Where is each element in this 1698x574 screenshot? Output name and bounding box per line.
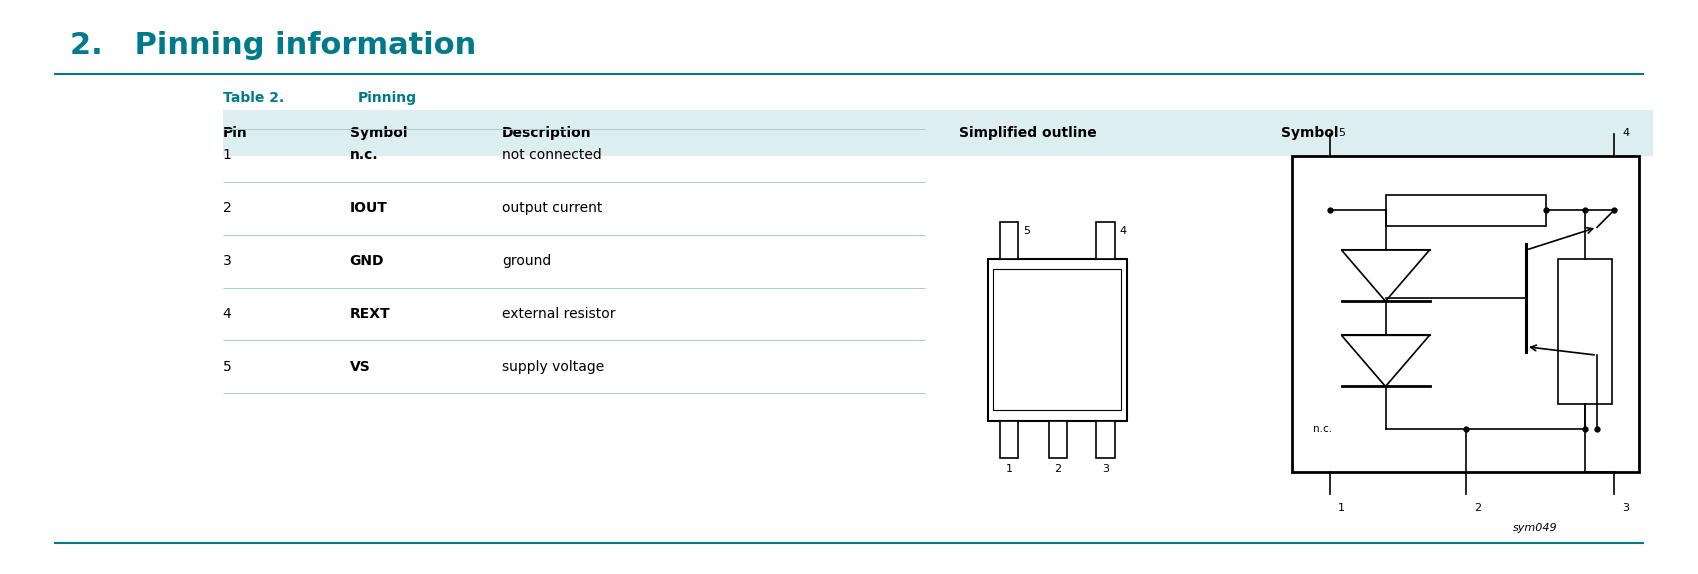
Text: 2: 2 — [1474, 503, 1481, 513]
Text: 2: 2 — [1054, 464, 1061, 474]
Text: 3: 3 — [1623, 503, 1630, 513]
Text: Simplified outline: Simplified outline — [959, 126, 1097, 140]
Text: n.c.: n.c. — [1313, 424, 1331, 434]
Text: Symbol: Symbol — [1280, 126, 1338, 140]
Text: 5: 5 — [222, 360, 231, 374]
Text: output current: output current — [503, 201, 603, 215]
Text: 1: 1 — [1338, 503, 1345, 513]
Text: 4: 4 — [1119, 226, 1127, 236]
Text: ground: ground — [503, 254, 552, 268]
Bar — [1049, 421, 1068, 457]
Text: GND: GND — [350, 254, 384, 268]
Bar — [1097, 421, 1114, 457]
Bar — [1559, 258, 1613, 404]
Text: Pinning: Pinning — [358, 91, 418, 105]
Text: not connected: not connected — [503, 149, 601, 162]
Text: 4: 4 — [1623, 128, 1630, 138]
Text: 3: 3 — [1102, 464, 1109, 474]
Text: 1: 1 — [1005, 464, 1012, 474]
Text: 5: 5 — [1024, 226, 1031, 236]
Text: 4: 4 — [222, 307, 231, 321]
Text: Pin: Pin — [222, 126, 248, 140]
Text: VS: VS — [350, 360, 370, 374]
Bar — [1097, 222, 1114, 258]
Text: Description: Description — [503, 126, 591, 140]
Bar — [1386, 195, 1547, 226]
Bar — [1000, 421, 1019, 457]
Text: 3: 3 — [222, 254, 231, 268]
Text: supply voltage: supply voltage — [503, 360, 604, 374]
Text: 5: 5 — [1338, 128, 1345, 138]
Polygon shape — [1341, 335, 1430, 386]
Bar — [993, 269, 1121, 410]
Text: 1: 1 — [222, 149, 231, 162]
Text: Table 2.: Table 2. — [222, 91, 284, 105]
Bar — [988, 258, 1126, 421]
Text: 2: 2 — [222, 201, 231, 215]
Text: sym049: sym049 — [1513, 523, 1557, 533]
Text: external resistor: external resistor — [503, 307, 616, 321]
Text: 2.   Pinning information: 2. Pinning information — [71, 31, 477, 60]
Bar — [1292, 156, 1639, 472]
Bar — [222, 110, 1652, 156]
Bar — [1000, 222, 1019, 258]
Text: n.c.: n.c. — [350, 149, 379, 162]
Text: IOUT: IOUT — [350, 201, 387, 215]
Polygon shape — [1341, 250, 1430, 301]
Text: Symbol: Symbol — [350, 126, 408, 140]
Text: REXT: REXT — [350, 307, 391, 321]
